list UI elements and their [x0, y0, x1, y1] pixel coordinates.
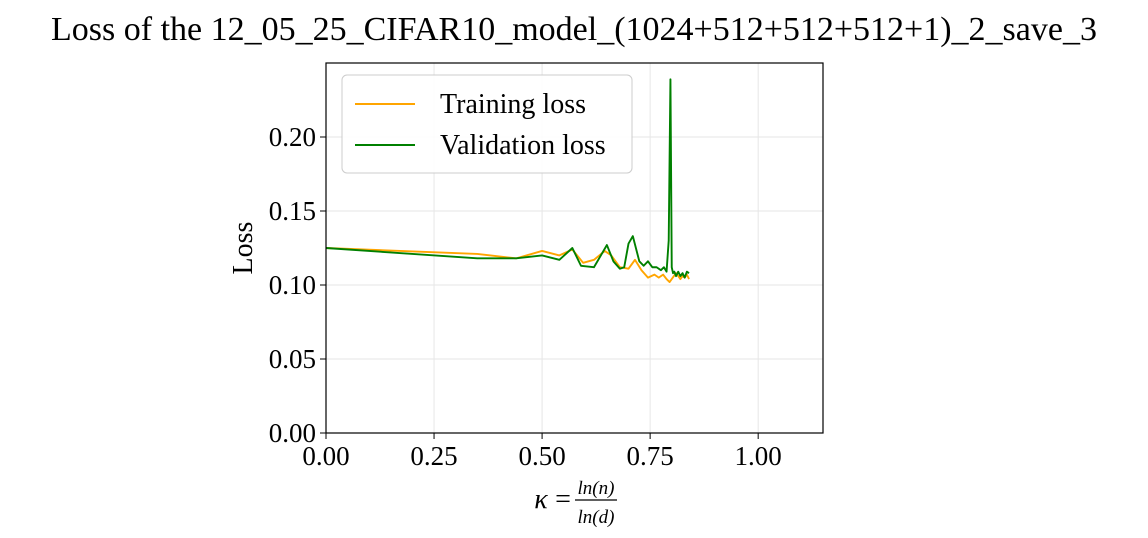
chart-title: Loss of the 12_05_25_CIFAR10_model_(1024…: [51, 11, 1097, 48]
legend-label-0: Training loss: [440, 89, 586, 120]
legend-label-1: Validation loss: [440, 130, 606, 161]
series-layer: [325, 78, 690, 283]
y-tick-label-4: 0.20: [269, 122, 316, 152]
y-tick-label-0: 0.00: [269, 418, 316, 448]
x-axis-label: κ = ln(n) ln(d): [534, 478, 617, 528]
plot-frame: [325, 62, 824, 434]
x-tick-label-1: 0.25: [410, 441, 457, 471]
x-tick-label-3: 0.75: [627, 441, 674, 471]
x-axis-label-denominator: ln(d): [578, 507, 615, 528]
legend-box: [341, 74, 633, 174]
y-tick-label-2: 0.10: [269, 270, 316, 300]
y-axis-label: Loss: [228, 222, 259, 275]
series-line-1: [325, 78, 690, 279]
y-axis-ticks: 0.00 0.05 0.10 0.15 0.20: [269, 122, 326, 448]
series-line-0: [325, 247, 690, 283]
x-tick-label-4: 1.00: [735, 441, 782, 471]
legend: Training loss Validation loss: [341, 74, 633, 174]
x-axis-ticks: 0.00 0.25 0.50 0.75 1.00: [302, 433, 782, 471]
x-axis-label-kappa: κ: [534, 484, 548, 515]
x-tick-label-0: 0.00: [302, 441, 349, 471]
y-tick-label-3: 0.15: [269, 196, 316, 226]
x-axis-label-equals: =: [555, 484, 571, 515]
x-axis-label-numerator: ln(n): [578, 478, 615, 499]
x-tick-label-2: 0.50: [518, 441, 565, 471]
y-tick-label-1: 0.05: [269, 344, 316, 374]
